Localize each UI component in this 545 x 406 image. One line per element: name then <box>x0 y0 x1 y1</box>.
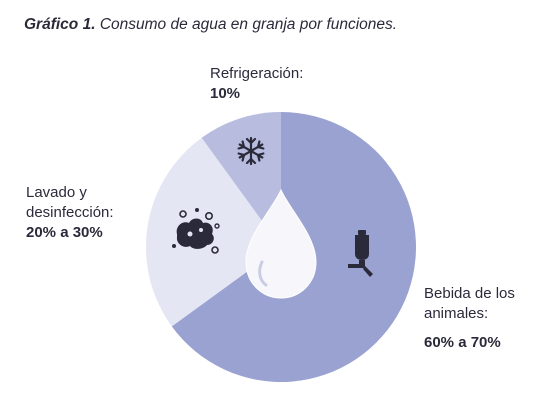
label-lavado-line1: Lavado y <box>26 184 87 201</box>
label-lavado: Lavado y desinfección: 20% a 30% <box>26 183 114 243</box>
label-bebida-line1: Bebida de los <box>424 285 515 302</box>
label-lavado-value: 20% a 30% <box>26 224 103 241</box>
snowflake-icon <box>237 136 265 166</box>
water-drop-icon <box>245 188 317 299</box>
chart-title-text: Consumo de agua en granja por funciones. <box>99 16 398 33</box>
label-bebida-value: 60% a 70% <box>424 334 501 351</box>
soap-bubbles-icon <box>172 208 220 254</box>
label-bebida: Bebida de los animales: 60% a 70% <box>424 284 515 353</box>
label-lavado-line2: desinfección: <box>26 204 114 221</box>
label-refrigeracion-name: Refrigeración: <box>210 65 304 82</box>
label-refrigeracion-value: 10% <box>210 85 241 102</box>
label-bebida-line2: animales: <box>424 305 489 322</box>
chart-title: Gráfico 1. Consumo de agua en granja por… <box>24 16 397 34</box>
bottle-drinker-icon <box>348 230 373 277</box>
chart-title-prefix: Gráfico 1. <box>24 16 96 33</box>
label-refrigeracion: Refrigeración: 10% <box>210 64 303 104</box>
pie-slice-1 <box>146 137 281 327</box>
